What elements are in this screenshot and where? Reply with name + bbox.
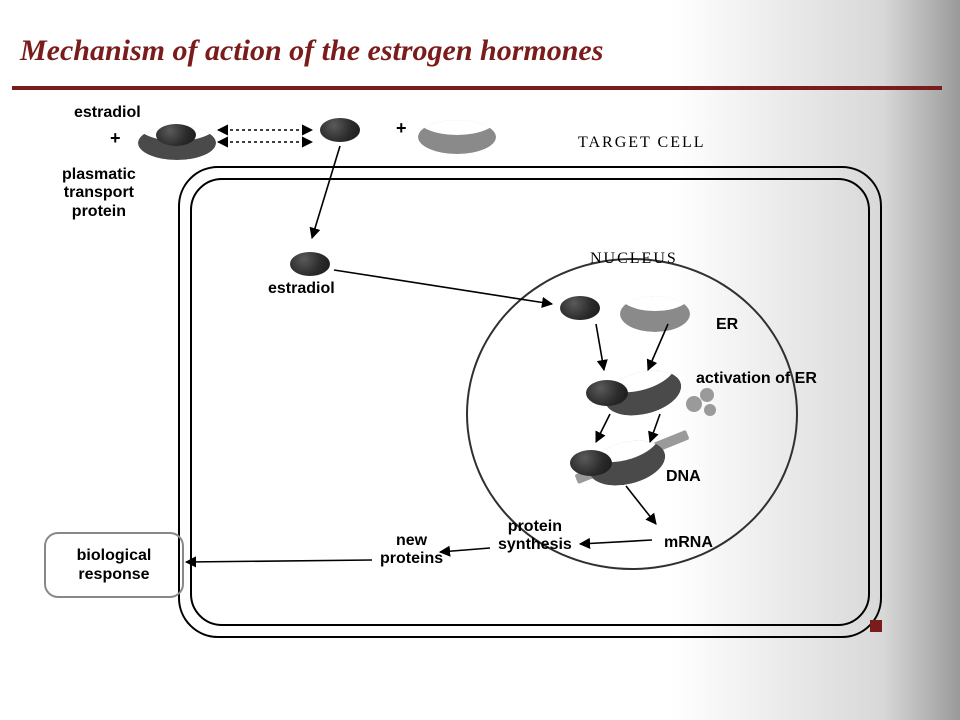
label-target-cell: TARGET CELL bbox=[578, 134, 706, 152]
slide: Mechanism of action of the estrogen horm… bbox=[0, 0, 960, 720]
estradiol-activated-icon bbox=[586, 380, 628, 406]
dimer-blob bbox=[700, 388, 714, 402]
label-plus-right: + bbox=[396, 118, 407, 139]
label-plus-left: + bbox=[110, 128, 121, 149]
label-estradiol-in: estradiol bbox=[268, 280, 335, 298]
estradiol-free-icon bbox=[320, 118, 360, 142]
biological-response-box: biological response bbox=[44, 532, 184, 598]
dimer-blob bbox=[686, 396, 702, 412]
label-estradiol-top: estradiol bbox=[74, 104, 141, 122]
er-receptor-icon bbox=[620, 296, 690, 332]
estradiol-bound-icon bbox=[156, 124, 196, 146]
title-underline bbox=[12, 86, 942, 90]
label-nucleus: NUCLEUS bbox=[590, 250, 678, 268]
carrier-protein-empty bbox=[418, 120, 496, 154]
label-mrna: mRNA bbox=[664, 534, 713, 552]
label-dna: DNA bbox=[666, 468, 701, 486]
estradiol-nucleus-icon bbox=[560, 296, 600, 320]
label-protein-synth: protein synthesis bbox=[498, 518, 572, 555]
label-er: ER bbox=[716, 316, 738, 334]
dimer-blob bbox=[704, 404, 716, 416]
label-new-proteins: new proteins bbox=[380, 532, 443, 569]
estradiol-on-dna-icon bbox=[570, 450, 612, 476]
slide-bullet-icon bbox=[870, 620, 882, 632]
estradiol-cytoplasm-icon bbox=[290, 252, 330, 276]
label-plasmatic: plasmatic transport protein bbox=[62, 166, 136, 221]
slide-title: Mechanism of action of the estrogen horm… bbox=[20, 34, 603, 68]
label-activation: activation of ER bbox=[696, 370, 817, 388]
biological-response-label: biological response bbox=[46, 546, 182, 584]
